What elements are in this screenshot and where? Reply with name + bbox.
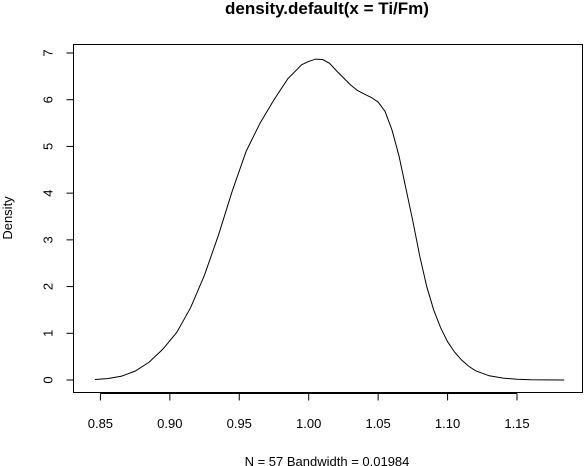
y-tick-label: 0 [41,376,56,383]
y-tick-label: 6 [41,96,56,103]
y-tick-label: 1 [41,330,56,337]
x-tick-label: 1.00 [296,416,321,431]
y-axis-label: Density [0,196,15,240]
x-tick-label: 0.85 [88,416,113,431]
y-tick-label: 3 [41,236,56,243]
y-tick-label: 4 [41,190,56,197]
y-tick-label: 2 [41,283,56,290]
x-axis: 0.85 0.90 0.95 1.00 1.05 1.10 1.15 [88,393,530,431]
chart-title: density.default(x = Ti/Fm) [225,0,429,18]
density-curve [94,58,565,381]
x-tick-label: 1.05 [365,416,390,431]
y-tick-label: 7 [41,49,56,56]
x-tick-label: 0.90 [157,416,182,431]
x-axis-label: N = 57 Bandwidth = 0.01984 [245,454,410,466]
y-axis: 0 1 2 3 4 5 6 7 [41,49,74,384]
x-tick-label: 1.10 [435,416,460,431]
y-tick-label: 5 [41,143,56,150]
x-tick-label: 0.95 [227,416,252,431]
plot-frame [73,44,583,393]
x-tick-label: 1.15 [504,416,529,431]
